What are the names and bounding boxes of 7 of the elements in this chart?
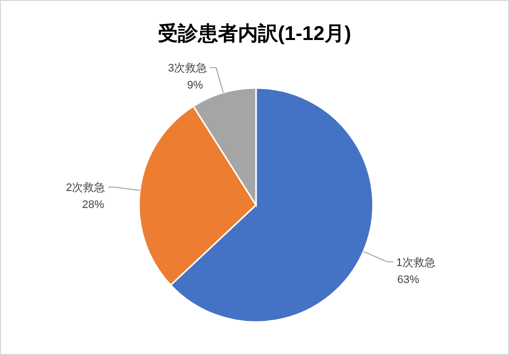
data-label: 9% xyxy=(187,80,204,92)
slice-label: 1次救急 xyxy=(396,256,436,269)
slice-label: 3次救急 xyxy=(168,62,208,75)
data-label: 63% xyxy=(397,274,420,286)
slice-label: 2次救急 xyxy=(66,182,106,194)
chart-title: 受診患者内訳(1-12月) xyxy=(158,22,352,45)
data-label: 28% xyxy=(82,199,104,212)
